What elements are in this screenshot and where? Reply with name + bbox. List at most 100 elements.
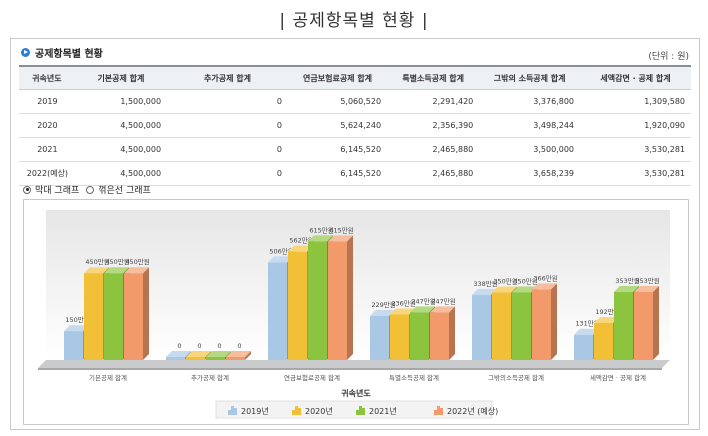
table-cell: 6,145,520 (288, 137, 388, 162)
chart-back-wall (46, 210, 670, 360)
bar-data-label: 450만원 (105, 257, 129, 266)
bar-top (64, 325, 89, 332)
legend-swatch (234, 408, 237, 415)
bar-top (430, 306, 455, 313)
bar-top (308, 235, 333, 242)
legend-title: 귀속년도 (341, 388, 371, 398)
legend-swatch (228, 410, 231, 415)
bar-chart-container: 150만원 450만원 450만원 450만원 기본공제 합계 0 0 0 0 추가공제 합계 50… (23, 199, 689, 425)
bar-top (268, 256, 293, 263)
legend-swatch (231, 406, 234, 415)
bar-top (370, 309, 395, 316)
bar-data-label: 366만원 (533, 273, 557, 282)
bar-top (124, 267, 149, 274)
bar-top (328, 235, 353, 242)
legend-swatch (356, 410, 359, 415)
chart-floor-edge (38, 368, 662, 370)
bar-graph-radio[interactable] (23, 185, 31, 194)
bar-top (226, 351, 251, 357)
bar-top (288, 245, 313, 252)
bar (288, 251, 307, 360)
table-row: 2022(예상) 4,500,000 0 6,145,520 2,465,880… (19, 161, 691, 186)
bar-top (492, 286, 517, 293)
table-header-row: 귀속년도 기본공제 합계 추가공제 합계 연금보험료공제 합계 특별소득공제 합… (19, 65, 691, 90)
bar (492, 292, 511, 360)
table-cell: 0 (167, 113, 289, 138)
x-tick-label: 연금보험료공제 합계 (284, 373, 340, 382)
table-cell: 0 (167, 161, 289, 186)
x-tick-label: 추가공제 합계 (191, 373, 229, 382)
bar (574, 334, 593, 360)
bar-top (594, 316, 619, 323)
bar-side (653, 285, 659, 360)
table-cell: 2021 (19, 137, 75, 162)
bar (186, 357, 205, 360)
bar-data-label: 506만원 (269, 246, 293, 255)
legend-label: 2020년 (305, 406, 333, 416)
col-header-basic: 기본공제 합계 (74, 65, 168, 90)
panel-title: 공제항목별 현황 (35, 49, 103, 60)
bar (512, 292, 531, 360)
x-tick-label: 특별소득공제 합계 (389, 373, 439, 382)
table-cell: 2,291,420 (387, 89, 480, 114)
x-tick-label: 그밖의소득공제 합계 (488, 373, 544, 382)
table-cell: 1,309,580 (580, 89, 691, 114)
bar-side (449, 306, 455, 360)
legend-box (215, 400, 493, 419)
table-cell: 4,500,000 (74, 137, 168, 162)
bar-data-label: 247만원 (411, 296, 435, 305)
col-header-other: 그밖의 소득공제 합계 (479, 65, 580, 90)
bar-top (84, 267, 109, 274)
bar-top (532, 283, 557, 290)
bar-data-label: 131만원 (575, 319, 599, 328)
table-cell: 2,465,880 (387, 161, 480, 186)
line-graph-radio-label[interactable]: 꺾은선 그래프 (98, 186, 151, 196)
bar-data-label: 236만원 (391, 298, 415, 307)
bar (124, 273, 143, 360)
bullet-arrow-icon (21, 48, 30, 57)
page-title: | 공제항목별 현황 | (279, 11, 429, 31)
line-graph-radio[interactable] (86, 185, 95, 194)
col-header-tax-credit: 세액감면 · 공제 합계 (580, 65, 691, 90)
bar-top (390, 308, 415, 315)
bar (328, 241, 347, 360)
bar-top (410, 306, 435, 313)
table-cell: 2,356,390 (387, 113, 480, 138)
table-cell: 5,060,520 (288, 89, 388, 114)
table-cell: 3,500,000 (479, 137, 580, 162)
bar-data-label: 0 (197, 342, 201, 350)
bar (206, 357, 225, 360)
bar-graph-radio-label[interactable]: 막대 그래프 (35, 186, 80, 196)
table-cell: 4,500,000 (74, 161, 168, 186)
table-cell: 0 (167, 137, 289, 162)
bar (370, 315, 389, 360)
bar-top (614, 285, 639, 292)
table-cell: 3,658,239 (479, 161, 580, 186)
table-cell: 3,376,800 (479, 89, 580, 114)
bar (430, 312, 449, 360)
bar (614, 291, 633, 360)
bar (472, 294, 491, 360)
table-cell: 3,530,281 (580, 161, 691, 186)
bar-data-label: 450만원 (85, 257, 109, 266)
unit-label: (단위 : 원) (648, 52, 689, 62)
bar-side (347, 235, 353, 360)
table-cell: 4,500,000 (74, 113, 168, 138)
bar-top (104, 267, 129, 274)
bar-data-label: 338만원 (473, 279, 497, 288)
col-header-additional: 추가공제 합계 (167, 65, 289, 90)
panel-header: 공제항목별 현황 (21, 45, 103, 60)
legend-swatch (362, 408, 365, 415)
table-cell: 1,920,090 (580, 113, 691, 138)
table-cell: 2019 (19, 89, 75, 114)
x-tick-label: 기본공제 합계 (89, 373, 127, 382)
graph-type-toggle: 막대 그래프 꺾은선 그래프 (23, 183, 158, 196)
legend-label: 2022년 (예상) (447, 406, 498, 416)
table-row: 2021 4,500,000 0 6,145,520 2,465,880 3,5… (19, 137, 691, 162)
legend-label: 2021년 (369, 406, 397, 416)
bar-data-label: 0 (217, 342, 221, 350)
bar-side (551, 283, 557, 360)
bar-data-label: 350만원 (513, 277, 537, 286)
bar-top (574, 328, 599, 335)
